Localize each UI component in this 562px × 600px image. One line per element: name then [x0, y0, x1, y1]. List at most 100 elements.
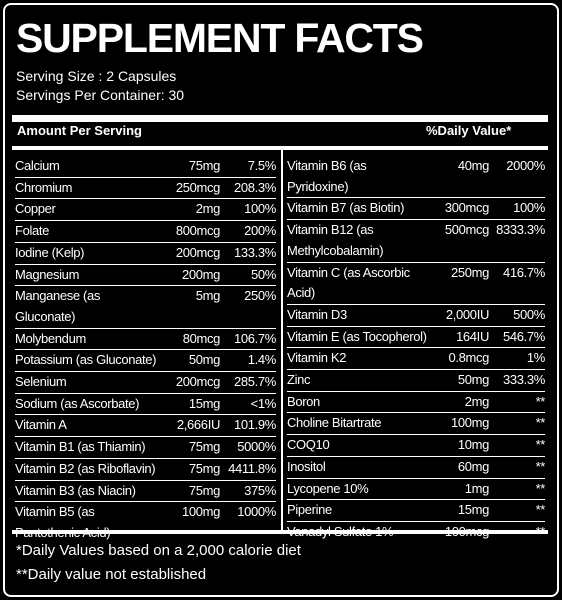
daily-value: 101.9% — [234, 417, 276, 433]
right-column: Vitamin B6 (as Pyridoxine) 40mg 2000% Vitam… — [287, 156, 545, 543]
daily-value: ** — [535, 502, 546, 518]
nutrient-row: Vitamin B1 (as Thiamin) 75mg 5000% — [15, 437, 276, 459]
nutrient-row: Vitamin B6 (as Pyridoxine) 40mg 2000% — [287, 156, 545, 199]
amount: 60mg — [457, 458, 489, 474]
amount: 100mg — [182, 504, 220, 520]
daily-value: 375% — [244, 482, 276, 498]
amount: 250mcg — [175, 179, 221, 195]
daily-value: 1.4% — [247, 352, 277, 368]
nutrient-row: Calcium 75mg 7.5% — [15, 156, 276, 178]
nutrient-name: Boron — [287, 393, 320, 409]
nutrient-name: Iodine (Kelp) — [15, 244, 85, 260]
daily-value: 546.7% — [503, 328, 545, 344]
amount: 250mg — [451, 264, 489, 280]
daily-value: 200% — [244, 223, 276, 239]
amount: 100mg — [451, 415, 489, 431]
daily-value: 416.7% — [503, 264, 545, 280]
footnote: *Daily Values based on a 2,000 calorie d… — [16, 542, 301, 559]
amount: 5mg — [195, 288, 221, 304]
nutrient-name: Choline Bitartrate — [287, 415, 382, 431]
amount: 500mcg — [444, 222, 490, 238]
amount-header: Amount Per Serving — [17, 123, 142, 138]
label-border — [3, 3, 559, 597]
daily-value: 5000% — [237, 439, 276, 455]
daily-value: 1% — [526, 350, 545, 366]
amount: 2mg — [195, 201, 221, 217]
daily-value: ** — [535, 393, 546, 409]
nutrient-row: Choline Bitartrate 100mg ** — [287, 413, 546, 436]
nutrient-name: Vitamin D3 — [287, 306, 347, 322]
amount: 200mcg — [175, 244, 221, 260]
amount: 75mg — [188, 439, 220, 455]
nutrient-row: Iodine (Kelp) 200mcg 133.3% — [15, 243, 276, 265]
daily-value: 50% — [251, 266, 276, 282]
daily-value: 100% — [244, 201, 276, 217]
bottom-rule — [12, 530, 548, 534]
footnote: **Daily value not established — [16, 566, 207, 583]
amount: 80mcg — [182, 330, 221, 346]
nutrient-name: Vitamin K2 — [287, 350, 347, 366]
daily-value: ** — [535, 437, 546, 453]
amount: 2,000IU — [445, 306, 489, 322]
nutrient-row: Inositol 60mg ** — [287, 457, 545, 479]
nutrient-row: Sodium (as Ascorbate) 15mg <1% — [15, 394, 276, 416]
nutrient-row: Boron 2mg ** — [287, 392, 545, 414]
nutrient-name: Vitamin B6 (as Pyridoxine) — [287, 158, 367, 194]
daily-value: 4411.8% — [228, 460, 276, 476]
daily-value: 1000% — [237, 504, 276, 520]
nutrient-name: Calcium — [15, 158, 60, 173]
amount: 40mg — [457, 158, 489, 173]
nutrient-row: Chromium 250mcg 208.3% — [15, 178, 276, 200]
nutrient-row: Zinc 50mg 333.3% — [287, 370, 545, 392]
nutrient-name: Vitamin C (as Ascorbic Acid) — [287, 264, 410, 301]
nutrient-row: Molybendum 80mcg 106.7% — [15, 329, 276, 351]
nutrient-row: Vitamin C (as Ascorbic Acid) 250mg 416.7% — [287, 263, 545, 305]
nutrient-name: Molybendum — [15, 330, 86, 346]
nutrient-row: Vitamin B12 (as Methylcobalamin) 500mcg 83… — [287, 220, 545, 263]
nutrient-row: Vitamin A 2,666IU 101.9% — [15, 415, 276, 438]
nutrient-row: Piperine 15mg ** — [287, 500, 545, 522]
nutrient-row: Folate 800mcg 200% — [15, 221, 276, 243]
nutrient-name: Piperine — [287, 502, 332, 518]
left-column: Calcium 75mg 7.5% Chromium 250mcg 208.3% Coppe… — [15, 156, 276, 544]
nutrient-row: COQ10 10mg ** — [287, 435, 545, 457]
daily-value: ** — [535, 415, 546, 431]
daily-value: 2000% — [506, 158, 545, 173]
nutrient-name: Copper — [15, 201, 56, 217]
amount: 75mg — [188, 158, 220, 173]
nutrient-row: Selenium 200mcg 285.7% — [15, 372, 276, 394]
serving-size: Serving Size : 2 Capsules — [16, 68, 177, 84]
amount: 15mg — [457, 502, 489, 518]
nutrient-name: Zinc — [287, 372, 311, 388]
title: SUPPLEMENT FACTS — [16, 15, 424, 61]
daily-value: 333.3% — [503, 372, 545, 388]
nutrient-name: Vitamin B3 (as Niacin) — [15, 482, 136, 498]
nutrient-name: Selenium — [15, 374, 67, 390]
nutrient-name: Manganese (as Gluconate) — [15, 288, 101, 324]
daily-value: <1% — [250, 395, 277, 411]
daily-value: 285.7% — [234, 374, 276, 390]
nutrient-name: Vitamin E (as Tocopherol) — [287, 328, 427, 344]
amount: 0.8mcg — [448, 350, 489, 366]
amount: 200mg — [182, 266, 220, 282]
nutrient-row: Vitamin E (as Tocopherol) 164IU 546.7% — [287, 327, 545, 349]
amount: 75mg — [188, 460, 220, 476]
daily-value: 100% — [513, 200, 545, 216]
amount: 50mg — [188, 352, 220, 368]
nutrient-name: Inositol — [287, 458, 326, 474]
amount: 15mg — [188, 395, 220, 411]
daily-value: 208.3% — [234, 179, 276, 195]
nutrient-name: Lycopene 10% — [287, 480, 369, 496]
daily-value: 106.7% — [234, 330, 276, 346]
nutrient-name: Vitamin B1 (as Thiamin) — [15, 439, 146, 455]
amount: 200mcg — [175, 374, 221, 390]
amount: 800mcg — [175, 223, 221, 239]
nutrient-name: Folate — [15, 223, 50, 239]
nutrient-name: Vitamin B12 (as Methylcobalamin) — [287, 222, 384, 258]
dv-header: %Daily Value* — [426, 123, 512, 138]
daily-value: ** — [535, 480, 546, 496]
daily-value: 250% — [244, 288, 276, 304]
nutrient-name: Vitamin B2 (as Riboflavin) — [15, 460, 156, 476]
header-rule — [12, 146, 548, 150]
nutrient-name: Chromium — [15, 179, 73, 195]
